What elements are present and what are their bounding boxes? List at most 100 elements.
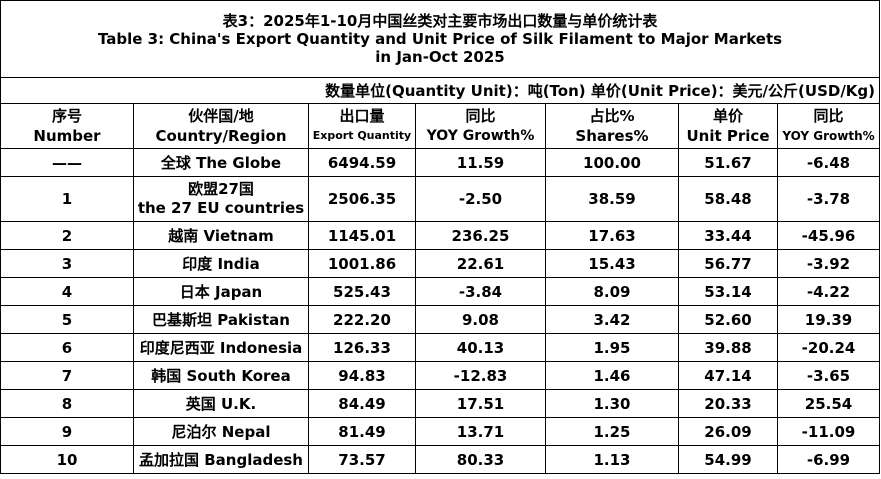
cell-share: 8.09	[545, 277, 679, 306]
cell-price-yoy: -6.99	[776, 445, 881, 474]
cell-number: 9	[0, 417, 134, 446]
header-share: 占比% Shares%	[545, 103, 679, 149]
table-row: 3 印度 India 1001.86 22.61 15.43 56.77 -3.…	[0, 249, 881, 278]
title-en-period: in Jan-Oct 2025	[375, 48, 505, 66]
unit-note: 数量单位(Quantity Unit)：吨(Ton) 单价(Unit Price…	[0, 77, 881, 104]
cell-quantity-yoy: 40.13	[415, 333, 546, 362]
header-quantity: 出口量 Export Quantity	[308, 103, 416, 149]
cell-price-yoy: -3.78	[776, 176, 881, 222]
cell-share: 100.00	[545, 148, 679, 177]
table-title: 表3：2025年1-10月中国丝类对主要市场出口数量与单价统计表 Table 3…	[0, 0, 881, 78]
table-row: 5 巴基斯坦 Pakistan 222.20 9.08 3.42 52.60 1…	[0, 305, 881, 334]
table-row: 7 韩国 South Korea 94.83 -12.83 1.46 47.14…	[0, 361, 881, 390]
cell-unit-price: 47.14	[678, 361, 778, 390]
header-quantity-yoy: 同比 YOY Growth%	[415, 103, 546, 149]
cell-share: 1.95	[545, 333, 679, 362]
cell-price-yoy: -4.22	[776, 277, 881, 306]
cell-unit-price: 33.44	[678, 221, 778, 250]
cell-number: 10	[0, 445, 134, 474]
cell-share: 38.59	[545, 176, 679, 222]
header-row: 序号 Number 伙伴国/地 Country/Region 出口量 Expor…	[0, 103, 881, 149]
cell-quantity-yoy: 80.33	[415, 445, 546, 474]
header-price-yoy: 同比 YOY Growth%	[776, 103, 881, 149]
cell-price-yoy: -3.92	[776, 249, 881, 278]
cell-region: 尼泊尔 Nepal	[133, 417, 309, 446]
cell-unit-price: 56.77	[678, 249, 778, 278]
cell-share: 1.30	[545, 389, 679, 418]
cell-quantity: 81.49	[308, 417, 416, 446]
header-unit-price: 单价 Unit Price	[678, 103, 778, 149]
cell-price-yoy: 19.39	[776, 305, 881, 334]
cell-quantity: 222.20	[308, 305, 416, 334]
cell-share: 1.13	[545, 445, 679, 474]
cell-price-yoy: -3.65	[776, 361, 881, 390]
cell-unit-price: 53.14	[678, 277, 778, 306]
table-row: 8 英国 U.K. 84.49 17.51 1.30 20.33 25.54	[0, 389, 881, 418]
cell-unit-price: 58.48	[678, 176, 778, 222]
table-row: 2 越南 Vietnam 1145.01 236.25 17.63 33.44 …	[0, 221, 881, 250]
cell-region: 越南 Vietnam	[133, 221, 309, 250]
cell-number: 7	[0, 361, 134, 390]
cell-share: 15.43	[545, 249, 679, 278]
table-row: 1 欧盟27国 the 27 EU countries 2506.35 -2.5…	[0, 176, 881, 222]
header-region: 伙伴国/地 Country/Region	[133, 103, 309, 149]
cell-quantity-yoy: -2.50	[415, 176, 546, 222]
cell-number: 4	[0, 277, 134, 306]
table-row: 6 印度尼西亚 Indonesia 126.33 40.13 1.95 39.8…	[0, 333, 881, 362]
title-cn: 表3：2025年1-10月中国丝类对主要市场出口数量与单价统计表	[222, 12, 658, 30]
title-en: Table 3: China's Export Quantity and Uni…	[97, 30, 783, 48]
header-number: 序号 Number	[0, 103, 134, 149]
cell-quantity-yoy: 9.08	[415, 305, 546, 334]
cell-region: 印度尼西亚 Indonesia	[133, 333, 309, 362]
cell-quantity: 6494.59	[308, 148, 416, 177]
cell-region: 英国 U.K.	[133, 389, 309, 418]
cell-region: 巴基斯坦 Pakistan	[133, 305, 309, 334]
cell-unit-price: 26.09	[678, 417, 778, 446]
cell-quantity: 1001.86	[308, 249, 416, 278]
cell-quantity: 2506.35	[308, 176, 416, 222]
cell-quantity: 1145.01	[308, 221, 416, 250]
cell-quantity-yoy: 13.71	[415, 417, 546, 446]
cell-region: 孟加拉国 Bangladesh	[133, 445, 309, 474]
cell-quantity: 84.49	[308, 389, 416, 418]
cell-region: 全球 The Globe	[133, 148, 309, 177]
cell-unit-price: 39.88	[678, 333, 778, 362]
cell-price-yoy: -11.09	[776, 417, 881, 446]
cell-price-yoy: -6.48	[776, 148, 881, 177]
cell-number: 3	[0, 249, 134, 278]
table-row: 10 孟加拉国 Bangladesh 73.57 80.33 1.13 54.9…	[0, 445, 881, 474]
cell-quantity-yoy: -3.84	[415, 277, 546, 306]
table-row: —— 全球 The Globe 6494.59 11.59 100.00 51.…	[0, 148, 881, 177]
cell-number: 1	[0, 176, 134, 222]
cell-quantity-yoy: 11.59	[415, 148, 546, 177]
cell-region: 日本 Japan	[133, 277, 309, 306]
cell-price-yoy: 25.54	[776, 389, 881, 418]
table-row: 4 日本 Japan 525.43 -3.84 8.09 53.14 -4.22	[0, 277, 881, 306]
cell-number: 8	[0, 389, 134, 418]
cell-quantity-yoy: 236.25	[415, 221, 546, 250]
cell-region: 韩国 South Korea	[133, 361, 309, 390]
cell-region: 欧盟27国 the 27 EU countries	[133, 176, 309, 222]
cell-region: 印度 India	[133, 249, 309, 278]
cell-unit-price: 52.60	[678, 305, 778, 334]
cell-unit-price: 54.99	[678, 445, 778, 474]
cell-number: 5	[0, 305, 134, 334]
cell-unit-price: 51.67	[678, 148, 778, 177]
cell-quantity: 525.43	[308, 277, 416, 306]
cell-quantity-yoy: 22.61	[415, 249, 546, 278]
table-row: 9 尼泊尔 Nepal 81.49 13.71 1.25 26.09 -11.0…	[0, 417, 881, 446]
cell-number: ——	[0, 148, 134, 177]
cell-share: 17.63	[545, 221, 679, 250]
cell-quantity: 94.83	[308, 361, 416, 390]
cell-number: 2	[0, 221, 134, 250]
cell-share: 1.46	[545, 361, 679, 390]
cell-price-yoy: -45.96	[776, 221, 881, 250]
cell-share: 3.42	[545, 305, 679, 334]
cell-quantity: 126.33	[308, 333, 416, 362]
cell-quantity: 73.57	[308, 445, 416, 474]
cell-unit-price: 20.33	[678, 389, 778, 418]
cell-quantity-yoy: 17.51	[415, 389, 546, 418]
cell-number: 6	[0, 333, 134, 362]
cell-price-yoy: -20.24	[776, 333, 881, 362]
